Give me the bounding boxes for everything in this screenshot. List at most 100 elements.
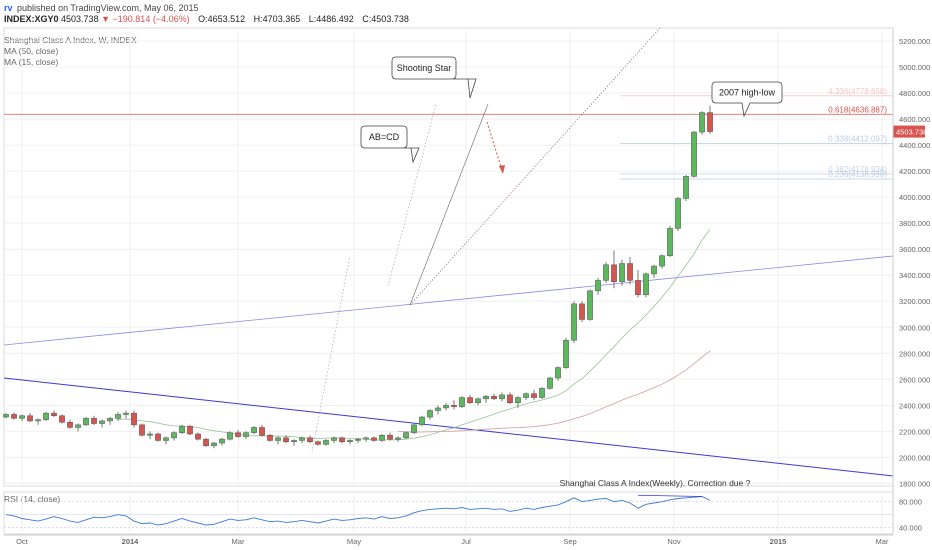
rsi-line: [5, 496, 711, 526]
candle-body: [563, 340, 569, 368]
candle-body: [43, 412, 49, 420]
ma-15-line: [117, 229, 711, 441]
fib-level-label: 0.382(4178.934): [828, 165, 887, 174]
candle-body: [603, 264, 609, 281]
candle-body: [587, 290, 593, 320]
price-tag-box: [893, 125, 925, 138]
rsi-tick-label: 40.000: [899, 524, 922, 533]
candle-body: [451, 405, 457, 407]
price-tick-label: 2400.000: [899, 401, 930, 410]
low-value: L:4486.492: [308, 14, 354, 24]
candle-body: [611, 264, 617, 282]
candle-body: [507, 394, 513, 403]
candle-body: [219, 438, 225, 444]
2007-high-low-callout-bubble: [711, 81, 783, 118]
time-tick-label: Mar: [232, 537, 245, 546]
candle-body: [203, 438, 209, 446]
fib-level-label: 4.336(4778.658): [828, 87, 887, 96]
high-value: H:4703.365: [253, 14, 301, 24]
time-tick-label: Oct: [16, 537, 29, 546]
candle-body: [3, 414, 9, 418]
candle-body: [51, 412, 57, 416]
candle-body: [539, 388, 545, 398]
candle-body: [315, 441, 321, 445]
price-change: −190.814 (−4.06%): [112, 14, 190, 24]
study-ma-50[interactable]: MA (50, close): [4, 46, 59, 56]
price-tick-label: 3400.000: [899, 271, 930, 280]
candle-body: [147, 433, 153, 436]
candle-body: [331, 437, 337, 441]
candle-body: [347, 440, 353, 443]
candle-body: [59, 415, 65, 423]
price-tick-label: 5200.000: [899, 37, 930, 46]
candle-body: [619, 263, 625, 282]
candle-body: [115, 414, 121, 419]
candle-body: [523, 393, 529, 398]
price-tick-label: 4400.000: [899, 141, 930, 150]
candle-body: [243, 432, 249, 437]
price-tick-label: 4200.000: [899, 167, 930, 176]
fib-level-label: 0.618(4636.887): [828, 105, 887, 114]
candle-body: [187, 425, 193, 435]
candle-body: [667, 228, 673, 256]
candle-body: [651, 265, 657, 275]
open-value: O:4653.512: [198, 14, 246, 24]
study-ma-15[interactable]: MA (15, close): [4, 57, 59, 67]
candle-body: [411, 424, 417, 433]
shooting-star-callout-bubble: [391, 56, 477, 99]
candle-body: [627, 263, 633, 281]
long-term-uptrend-line: [3, 255, 894, 346]
fib-level-label: 0.236(4138.998): [828, 170, 887, 179]
study-rsi[interactable]: RSI (14, close): [4, 494, 61, 504]
shooting-star-callout-text: Shooting Star: [397, 63, 452, 73]
candle-body: [11, 414, 17, 419]
candle-body: [83, 418, 89, 426]
candle-body: [195, 433, 201, 440]
close-value: C:4503.738: [362, 14, 409, 24]
candle-body: [435, 407, 441, 411]
candle-body: [291, 440, 297, 443]
candle-body: [659, 255, 665, 267]
candle-body: [555, 367, 561, 379]
candle-body: [683, 176, 689, 199]
candle-body: [515, 397, 521, 403]
candle-body: [171, 432, 177, 439]
abcd-callout-text: AB=CD: [369, 132, 400, 142]
price-tick-label: 4600.000: [899, 115, 930, 124]
candle-body: [475, 398, 481, 403]
candle-body: [299, 437, 305, 441]
ma-50-line: [397, 350, 711, 433]
candle-body: [179, 425, 185, 433]
candle-body: [571, 303, 577, 341]
candle-body: [403, 432, 409, 439]
candle-body: [491, 395, 497, 400]
candle-body: [419, 416, 425, 426]
candle-body: [483, 395, 489, 400]
candle-body: [75, 424, 81, 428]
candle-body: [427, 410, 433, 418]
price-tag-label: 4503.738: [896, 128, 927, 137]
candle-body: [107, 418, 113, 422]
candle-body: [267, 435, 273, 441]
time-tick-label: Sep: [563, 537, 576, 546]
price-tick-label: 2800.000: [899, 349, 930, 358]
price-tick-label: 3000.000: [899, 323, 930, 332]
candle-body: [675, 198, 681, 229]
candle-body: [595, 280, 601, 292]
candle-body: [91, 418, 97, 424]
candle-body: [531, 393, 537, 398]
candle-body: [19, 415, 25, 419]
candle-body: [139, 424, 145, 436]
candle-body: [499, 394, 505, 400]
time-tick-label: May: [347, 537, 361, 546]
candle-body: [635, 280, 641, 295]
candle-body: [163, 437, 169, 441]
candle-body: [699, 112, 705, 133]
candle-body: [339, 437, 345, 443]
symbol-label: INDEX:XGY0: [4, 14, 59, 24]
candle-body: [131, 412, 137, 426]
price-tick-label: 3600.000: [899, 245, 930, 254]
candle-body: [579, 303, 585, 320]
candle-body: [707, 112, 713, 132]
